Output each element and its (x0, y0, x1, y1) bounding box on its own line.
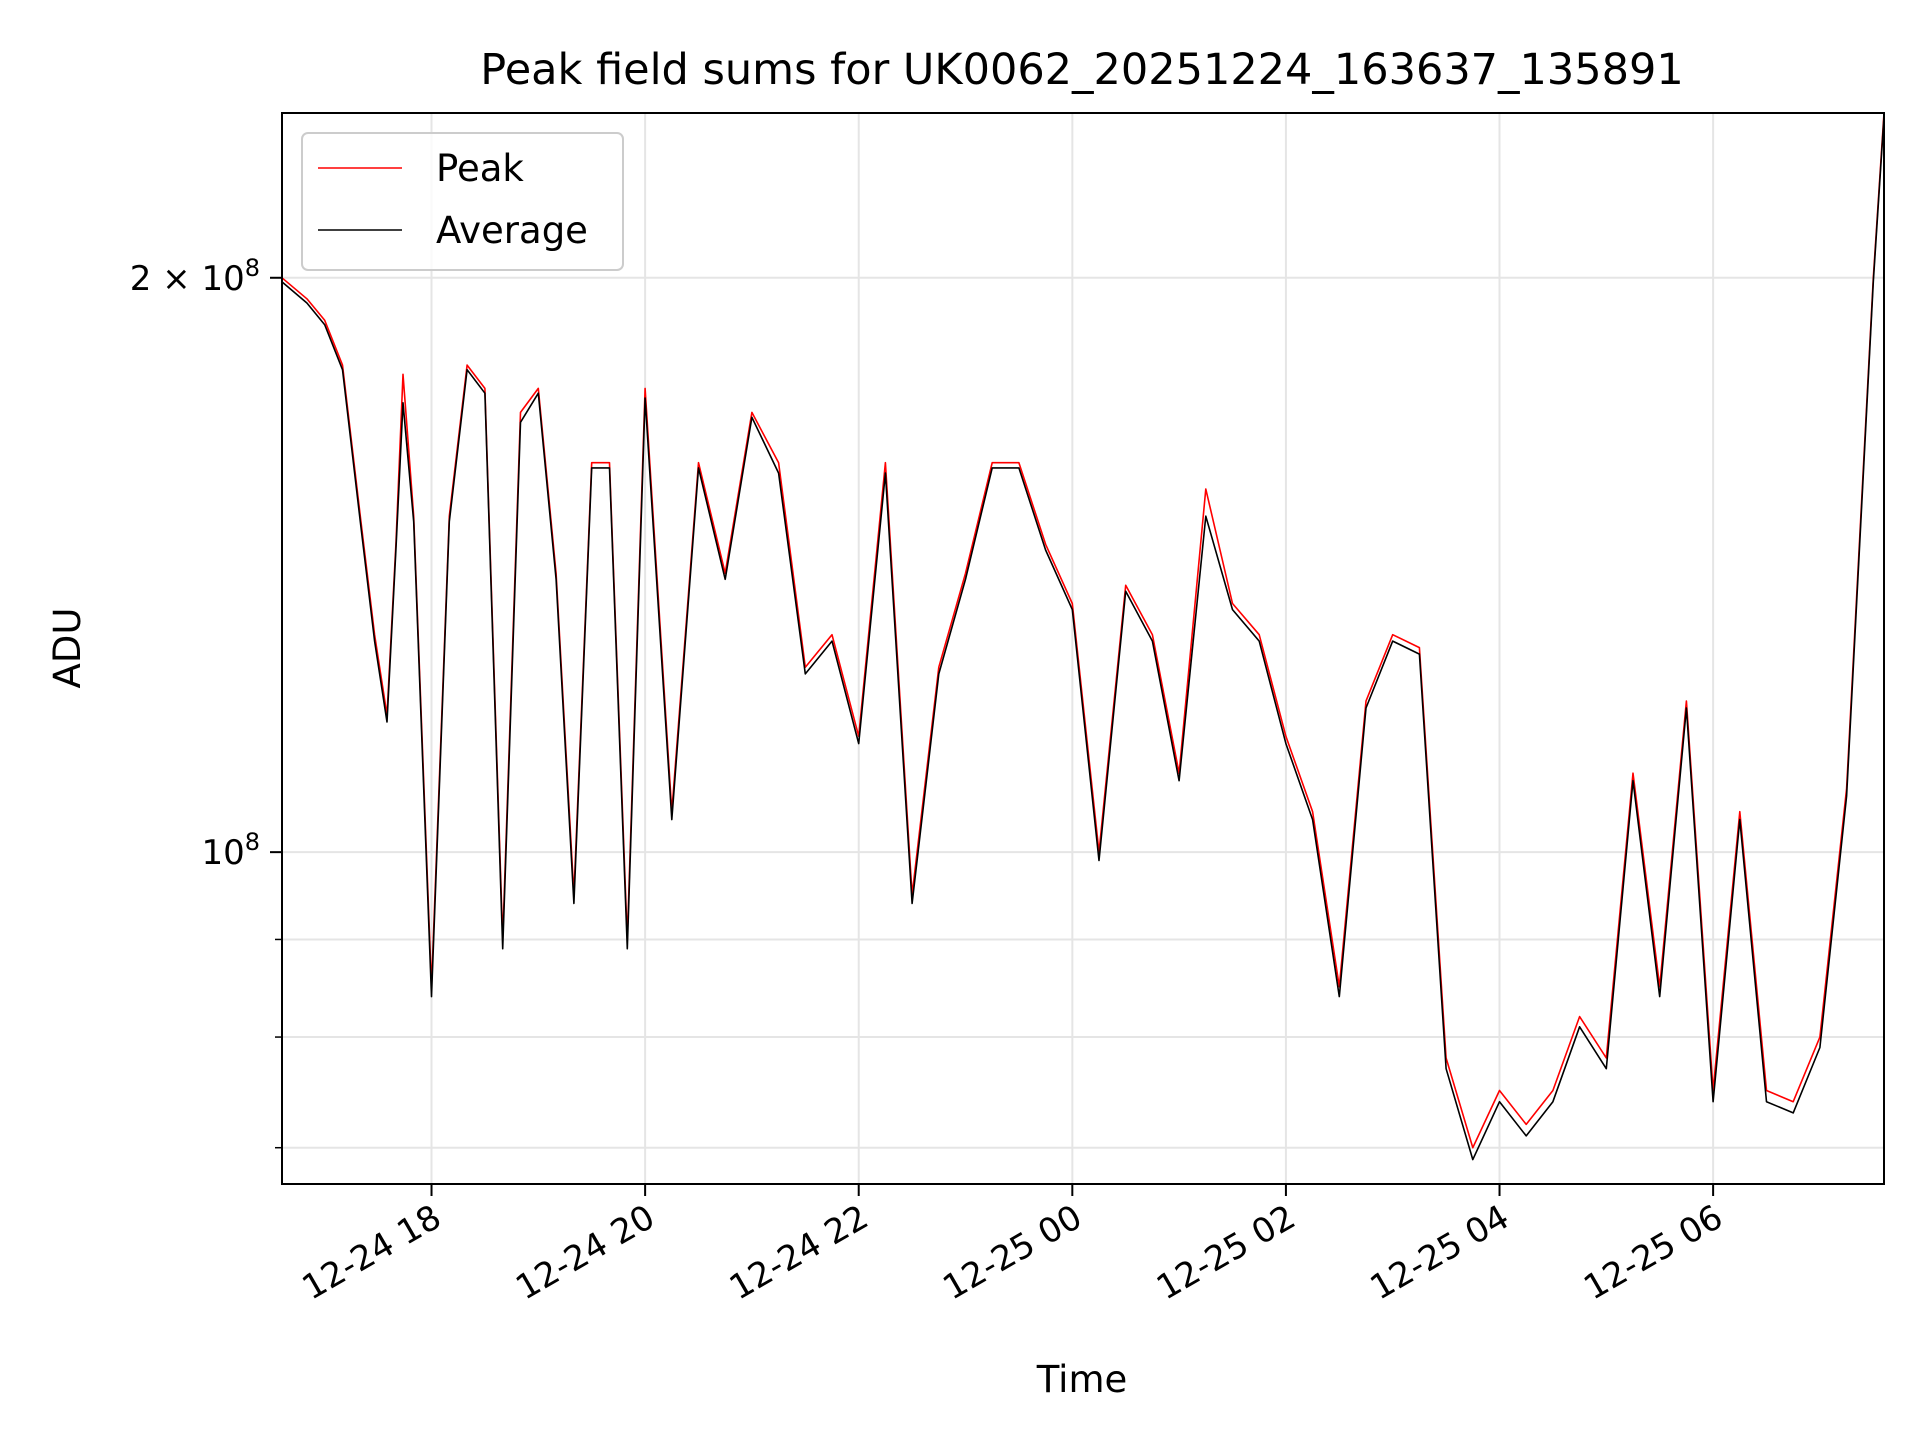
series-line-average (281, 116, 1885, 1161)
legend-label-average: Average (436, 209, 588, 252)
gridlines (282, 113, 1884, 1184)
x-axis-label: Time (1036, 1358, 1128, 1401)
series-lines (281, 112, 1885, 1161)
legend: Peak Average (301, 132, 624, 271)
y-axis-label: ADU (46, 608, 89, 689)
plot-frame (281, 112, 1885, 1185)
legend-label-peak: Peak (436, 147, 524, 190)
y-axis-ticks: 108 2 × 108 (130, 254, 282, 1149)
y-tick-label: 108 (201, 828, 260, 873)
chart-title: Peak field sums for UK0062_20251224_1636… (480, 45, 1683, 95)
y-tick-label: 2 × 108 (130, 254, 260, 299)
